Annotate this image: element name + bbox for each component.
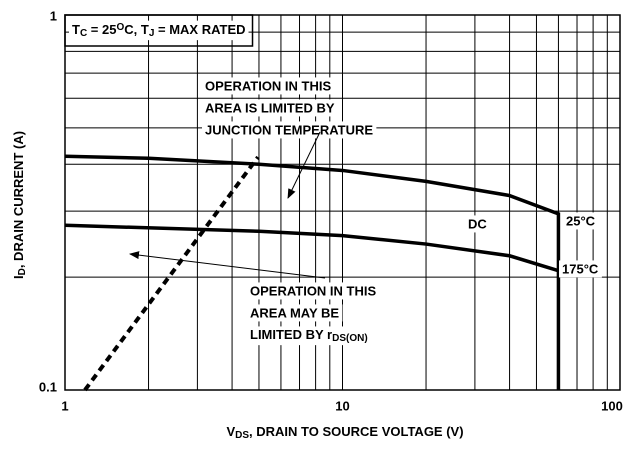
annotation: DC — [468, 216, 487, 231]
y-tick-label: 0.1 — [39, 379, 57, 394]
title-box — [64, 14, 254, 47]
annotation: JUNCTION TEMPERATURE — [205, 122, 373, 137]
y-axis-label-part: D — [17, 268, 28, 275]
chart-title: TC = 25OC, TJ = MAX RATED — [72, 22, 246, 40]
x-axis-label: VDS, DRAIN TO SOURCE VOLTAGE (V) — [226, 424, 463, 441]
x-axis-label-part: , DRAIN TO SOURCE VOLTAGE (V) — [249, 424, 464, 439]
label-bg — [465, 215, 491, 233]
x-tick-label: 1 — [61, 398, 68, 413]
y-axis-label-part: , DRAIN CURRENT (A) — [11, 131, 26, 268]
annotation: AREA MAY BE — [250, 305, 339, 320]
annotation: OPERATION IN THIS — [205, 78, 331, 93]
annotation: AREA IS LIMITED BY — [205, 100, 335, 115]
annotation-part: LIMITED BY r — [250, 327, 332, 342]
label-bg — [247, 326, 371, 346]
annotation: LIMITED BY rDS(ON) — [250, 327, 368, 344]
curve — [64, 223, 559, 273]
y-axis-label: ID, DRAIN CURRENT (A) — [11, 131, 28, 279]
arrow — [129, 251, 326, 279]
x-tick-label: 100 — [601, 398, 623, 413]
annotation: OPERATION IN THIS — [250, 283, 376, 298]
label-bg — [202, 99, 338, 117]
arrow — [287, 131, 321, 199]
x-tick-label: 10 — [335, 398, 349, 413]
chart-title-part: C, T — [124, 22, 149, 37]
label-bg — [202, 77, 335, 95]
y-axis-label-part: I — [11, 275, 26, 279]
series-label: 25°C — [566, 213, 596, 228]
label-bg — [69, 20, 249, 41]
chart-title-part: = 25 — [87, 22, 116, 37]
y-tick-label: 1 — [50, 8, 57, 23]
x-axis-label-part: DS — [235, 430, 249, 441]
chart-title-part: C — [80, 28, 87, 39]
label-bg — [559, 260, 602, 278]
curve — [64, 154, 561, 390]
label-bg — [563, 212, 599, 230]
label-bg — [202, 121, 377, 139]
chart-title-part: J — [149, 28, 155, 39]
chart-title-part: O — [116, 22, 124, 33]
label-bg — [247, 304, 343, 322]
annotation-part: DS(ON) — [332, 333, 368, 344]
label-bg — [247, 282, 380, 300]
x-axis-label-part: V — [226, 424, 235, 439]
series-label: 175°C — [562, 261, 599, 276]
chart-title-part: = MAX RATED — [154, 22, 245, 37]
chart-title-part: T — [72, 22, 80, 37]
limit-line — [83, 155, 260, 392]
